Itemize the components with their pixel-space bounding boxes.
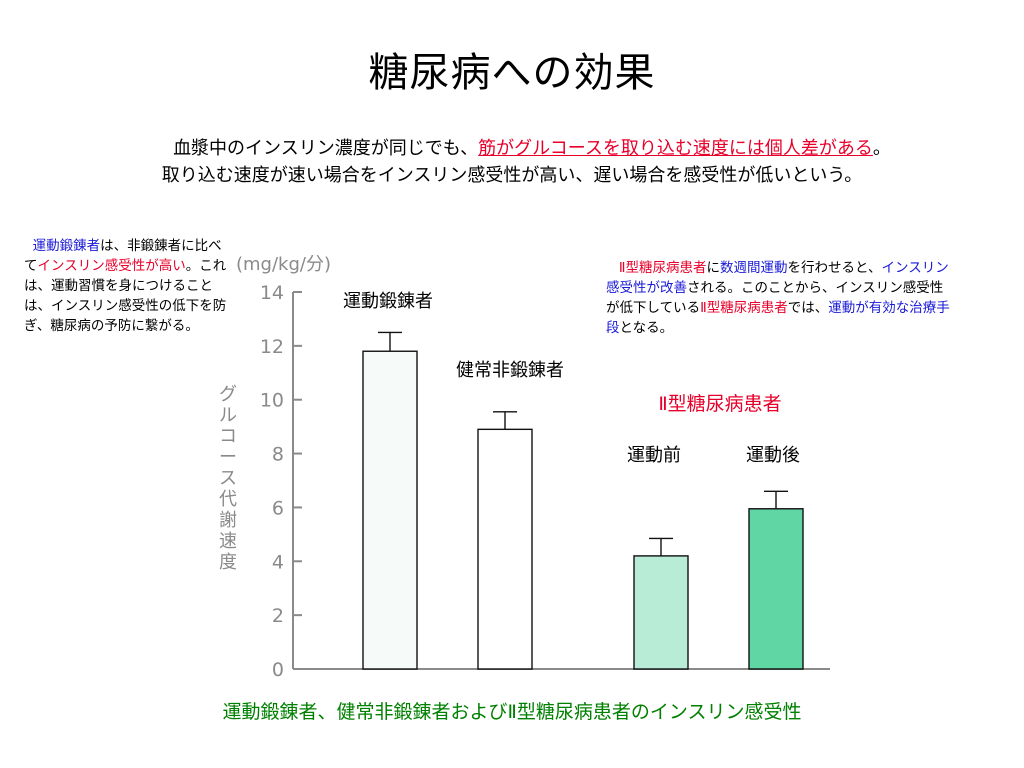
note-right-text-5: となる。: [619, 320, 674, 336]
note-left-sensitivity: インスリン感受性が高い: [37, 258, 186, 274]
note-right: Ⅱ型糖尿病患者に数週間運動を行わせると、インスリン感受性が改善される。このことか…: [606, 258, 956, 338]
group-label: Ⅱ型糖尿病患者: [658, 393, 781, 415]
bar-category-label: 運動鍛錬者: [343, 291, 433, 312]
note-right-text-4: では、: [787, 300, 829, 316]
note-right-text-2: を行わせると、: [787, 260, 882, 276]
note-right-effective-treatment: 運動が有効な治療手段: [606, 300, 950, 336]
y-tick-label: 8: [272, 444, 284, 466]
y-tick-label: 2: [272, 605, 284, 627]
bar: [633, 555, 689, 670]
bar: [362, 350, 418, 670]
note-right-patients-2: Ⅱ型糖尿病患者: [700, 300, 788, 316]
y-tick-label: 6: [272, 497, 284, 519]
note-right-text-1: に: [706, 260, 721, 276]
y-axis-title: グルコース代謝速度: [219, 384, 237, 573]
y-tick-label: 4: [272, 551, 284, 573]
note-left-text-2: 。これは、運動習慣を身につけることは、インスリン感受性の低下を防ぎ、糖尿病の予防…: [24, 258, 227, 334]
intro-line-1-post: 。: [872, 138, 891, 159]
note-right-improvement: インスリン感受性が改善: [606, 260, 949, 296]
chart-caption: 運動鍛錬者、健常非鍛錬者およびⅡ型糖尿病患者のインスリン感受性: [222, 701, 802, 723]
bar-category-label: 運動前: [627, 445, 681, 466]
slide-title: 糖尿病への効果: [368, 50, 656, 96]
y-tick-label: 0: [272, 659, 284, 681]
y-tick-label: 10: [260, 390, 284, 412]
intro-line-1-pre: 血漿中のインスリン濃度が同じでも、: [173, 138, 479, 159]
bar-category-label: 運動後: [746, 445, 800, 466]
note-left-text-1: は、非鍛錬者に比べて: [24, 238, 222, 274]
note-right-weeks-exercise: 数週間運動: [720, 260, 788, 276]
intro-line-2: 取り込む速度が速い場合をインスリン感受性が高い、遅い場合を感受性が低いという。: [161, 165, 863, 186]
bar: [748, 508, 804, 670]
bar: [477, 428, 533, 670]
y-unit-label: (mg/kg/分): [236, 254, 331, 275]
note-left-trained: 運動鍛錬者: [32, 238, 101, 254]
bar-category-label: 健常非鍛錬者: [456, 360, 564, 381]
note-left: 運動鍛錬者は、非鍛錬者に比べてインスリン感受性が高い。これは、運動習慣を身につけ…: [24, 236, 229, 336]
y-tick-label: 12: [260, 336, 284, 358]
y-tick-label: 14: [260, 282, 284, 304]
intro-line-1: 血漿中のインスリン濃度が同じでも、筋がグルコースを取り込む速度には個人差がある。: [0, 134, 1024, 160]
note-right-patients-1: Ⅱ型糖尿病患者: [618, 260, 707, 276]
note-right-text-3: される。このことから、インスリン感受性が低下している: [606, 280, 944, 316]
intro-line-1-emphasis: 筋がグルコースを取り込む速度には個人差がある: [478, 138, 873, 159]
